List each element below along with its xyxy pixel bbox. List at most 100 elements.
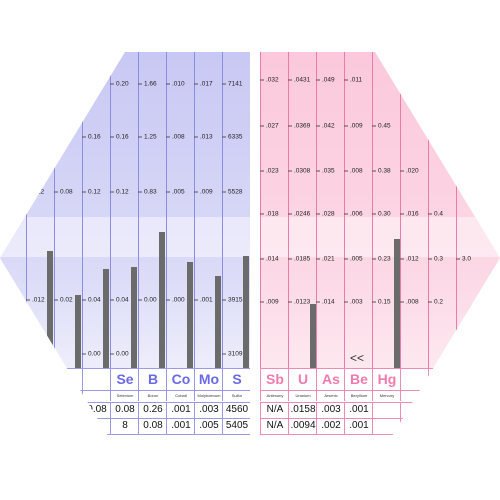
element-symbol[interactable]: U xyxy=(288,368,317,390)
axis-tick-label: .0308 xyxy=(288,168,310,175)
axis-tick-label: .009 xyxy=(344,123,363,130)
level-bar xyxy=(75,295,81,368)
sample-value xyxy=(400,402,429,418)
axis-tick-label: .011 xyxy=(344,77,362,84)
axis-tick-label: .006 xyxy=(344,211,363,218)
column-gridline xyxy=(194,52,195,368)
axis-tick-label: .008 xyxy=(166,134,185,141)
divider xyxy=(260,390,500,391)
axis-tick-label: 3.0 xyxy=(456,256,471,263)
column-gridline xyxy=(166,52,167,368)
axis-tick-label: 5528 xyxy=(222,189,242,196)
axis-tick-label: 0.12 xyxy=(82,189,101,196)
element-symbol[interactable]: Hg xyxy=(372,368,401,390)
element-symbol[interactable] xyxy=(456,368,485,390)
element-name: Molybdenum xyxy=(194,391,223,401)
level-bar xyxy=(187,262,193,368)
element-symbol[interactable]: Co xyxy=(166,368,195,390)
column-gridline xyxy=(138,52,139,368)
axis-tick-label: 0.38 xyxy=(372,168,391,175)
sample-value: .001 xyxy=(344,418,373,434)
element-name: Selenium xyxy=(110,391,139,401)
element-symbol[interactable]: S xyxy=(222,368,250,390)
divider xyxy=(0,402,250,403)
axis-tick-label: .016 xyxy=(400,211,419,218)
axis-tick-label: .001 xyxy=(194,297,213,304)
sample-value xyxy=(428,402,457,418)
axis-tick-label: .018 xyxy=(260,211,279,218)
element-symbol[interactable] xyxy=(82,368,111,390)
element-name xyxy=(400,391,429,401)
axis-tick-label: 3915 xyxy=(222,297,242,304)
element-symbol[interactable]: Be xyxy=(344,368,373,390)
element-name xyxy=(456,391,485,401)
axis-tick-label: 0.00 xyxy=(82,351,101,358)
divider xyxy=(260,402,500,403)
axis-tick-label: .009 xyxy=(194,189,213,196)
axis-tick-label: .021 xyxy=(316,256,335,263)
axis-tick-label: .112 xyxy=(26,189,44,196)
sample-value: .002 xyxy=(316,418,345,434)
element-symbol[interactable]: Cr xyxy=(26,368,55,390)
right-element-panel: .032.027.023.018.014.009 Sb Antimony N/A N/A… xyxy=(260,52,500,464)
sample-value: .001 xyxy=(166,402,195,418)
axis-tick-label: 0.16 xyxy=(110,134,129,141)
sample-value: 0.08 xyxy=(82,402,111,418)
sample-value: 0.08 xyxy=(138,418,167,434)
element-name: Boron xyxy=(138,391,167,401)
axis-tick-label: 0.00 xyxy=(138,297,157,304)
highlight-band xyxy=(0,217,250,257)
element-symbol[interactable]: Mo xyxy=(194,368,223,390)
sample-value xyxy=(54,402,83,418)
axis-tick-label: 6335 xyxy=(222,134,242,141)
axis-tick-label: .012 xyxy=(400,256,419,263)
divider xyxy=(0,434,250,435)
axis-tick-label: .013 xyxy=(194,134,213,141)
element-name: Antimony xyxy=(260,391,289,401)
sample-value: .003 xyxy=(316,402,345,418)
element-symbol[interactable] xyxy=(428,368,457,390)
axis-tick-label: 0.15 xyxy=(372,299,391,306)
sample-value xyxy=(456,418,485,434)
expand-left-button[interactable]: << xyxy=(349,351,364,365)
axis-tick-label: .049 xyxy=(316,77,335,84)
axis-tick-label: .023 xyxy=(260,168,279,175)
axis-tick-label: .0185 xyxy=(288,256,310,263)
element-symbol[interactable] xyxy=(54,368,83,390)
sample-value xyxy=(54,418,83,434)
element-symbol[interactable] xyxy=(400,368,429,390)
element-name: Mercury xyxy=(372,391,401,401)
sample-value: 5405 xyxy=(222,418,250,434)
element-name xyxy=(82,391,111,401)
sample-value xyxy=(372,402,401,418)
axis-tick-label: .0369 xyxy=(288,123,310,130)
element-name xyxy=(54,391,83,401)
sample-value: .0094 xyxy=(288,418,317,434)
level-bar xyxy=(131,267,137,368)
axis-tick-label: .010 xyxy=(166,81,185,88)
sample-value: 0.26 xyxy=(138,402,167,418)
sample-value: .001 xyxy=(344,402,373,418)
axis-tick-label: .008 xyxy=(400,299,419,306)
divider xyxy=(0,368,250,369)
axis-tick-label: .0431 xyxy=(288,77,310,84)
axis-tick-label: .0123 xyxy=(288,299,310,306)
sample-value: N/A xyxy=(260,418,289,434)
axis-tick-label: .035 xyxy=(316,168,335,175)
axis-tick-label: 0.20 xyxy=(110,81,129,88)
sample-value: N/A xyxy=(260,402,289,418)
axis-tick-label: .009 xyxy=(260,299,279,306)
level-bar xyxy=(159,232,165,368)
sample-value xyxy=(26,402,55,418)
element-symbol[interactable]: Se xyxy=(110,368,139,390)
axis-tick-label: 0.3 xyxy=(428,256,443,263)
column-gridline xyxy=(82,52,83,368)
element-name: Arsenic xyxy=(316,391,345,401)
sample-value: 8 xyxy=(82,418,111,434)
element-symbol[interactable]: As xyxy=(316,368,345,390)
element-symbol[interactable]: B xyxy=(138,368,167,390)
sample-value xyxy=(26,418,55,434)
divider xyxy=(260,434,500,435)
axis-tick-label: 0.00 xyxy=(110,351,129,358)
element-symbol[interactable]: Sb xyxy=(260,368,289,390)
